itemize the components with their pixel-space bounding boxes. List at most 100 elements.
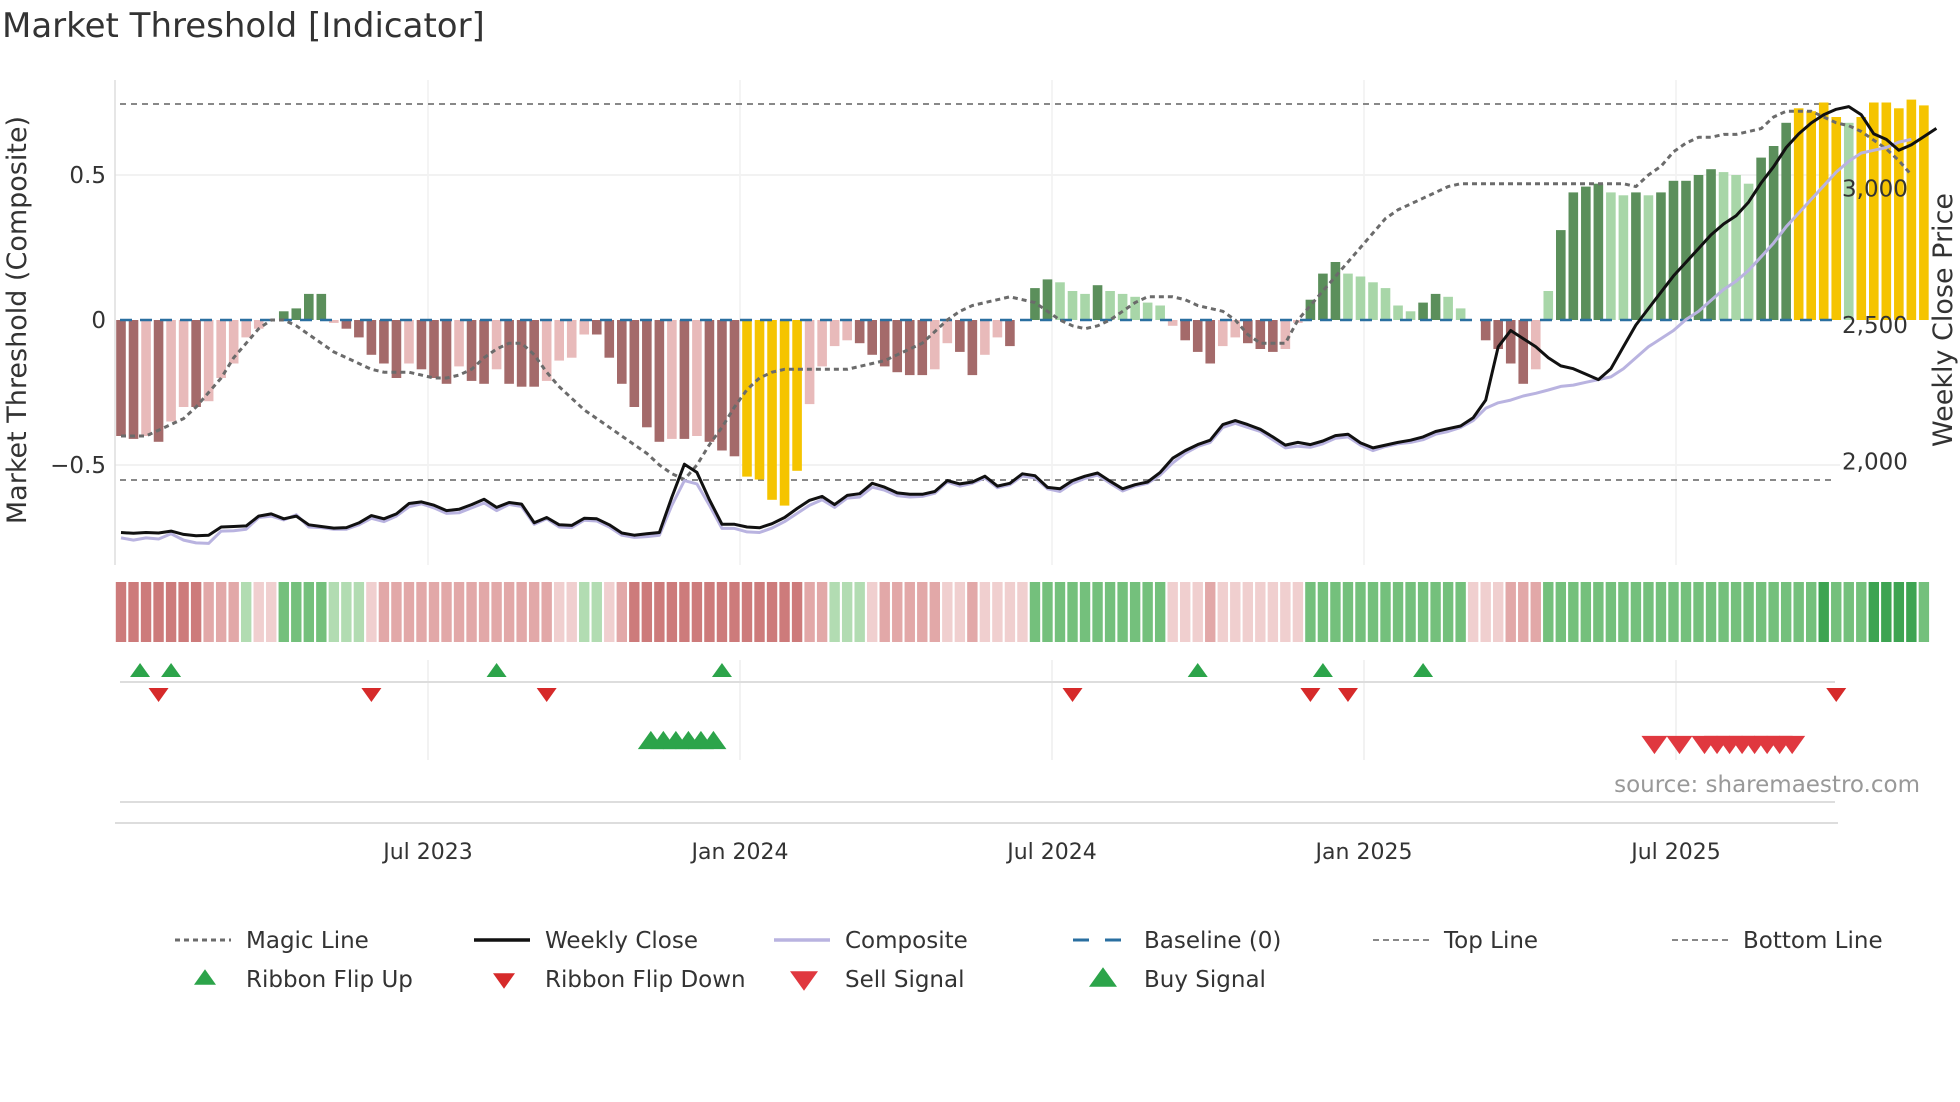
- composite-bar: [1255, 320, 1266, 349]
- composite-bar: [178, 320, 189, 407]
- composite-bar: [304, 293, 314, 320]
- composite-bar: [1393, 305, 1403, 320]
- ribbon-cell: [1743, 582, 1754, 642]
- ribbon-cell: [1029, 582, 1041, 642]
- composite-bar: [1656, 192, 1666, 320]
- ribbon-cell: [303, 582, 314, 642]
- ribbon-cell: [1129, 582, 1141, 642]
- ribbon-cell: [929, 582, 940, 642]
- ribbon-cell: [128, 582, 139, 642]
- ribbon-cell: [316, 582, 327, 642]
- ribbon-flip-down-marker: [148, 688, 169, 702]
- x-tick-label: Jan 2024: [690, 840, 789, 865]
- composite-bar: [191, 320, 201, 407]
- ribbon-cell: [679, 582, 690, 642]
- ribbon-cell: [629, 582, 640, 642]
- ribbon-cell: [503, 582, 515, 642]
- composite-bar: [817, 320, 827, 367]
- right-tick-label: 3,000: [1842, 177, 1908, 203]
- composite-bar: [1493, 320, 1503, 349]
- ribbon-cell: [1630, 582, 1642, 642]
- ribbon-cell: [666, 582, 678, 642]
- ribbon-cell: [979, 582, 991, 642]
- ribbon-flip-up-marker: [161, 663, 182, 677]
- ribbon-cell: [253, 582, 264, 642]
- ribbon-cell: [867, 582, 878, 642]
- ribbon-cell: [466, 582, 477, 642]
- legend-sell-signal-swatch: [790, 971, 818, 991]
- ribbon-cell: [1317, 582, 1329, 642]
- composite-bar: [717, 320, 727, 451]
- legend-label: Ribbon Flip Up: [246, 967, 413, 993]
- ribbon-cell: [892, 582, 903, 642]
- composite-bar: [1606, 192, 1616, 320]
- ribbon-cell: [1806, 582, 1817, 642]
- ribbon-cell: [1843, 582, 1854, 642]
- composite-bar: [667, 320, 677, 439]
- ribbon-cell: [1918, 582, 1930, 642]
- ribbon-cell: [1342, 582, 1354, 642]
- ribbon-cell: [1004, 582, 1016, 642]
- composite-bar: [1217, 320, 1228, 347]
- sell-signal-marker: [1641, 735, 1668, 755]
- composite-bar: [1418, 302, 1428, 320]
- composite-bar: [566, 320, 577, 358]
- composite-bar: [1167, 320, 1178, 326]
- composite-bar: [1856, 117, 1867, 320]
- composite-bar: [1305, 299, 1316, 320]
- ribbon-cell: [1856, 582, 1867, 642]
- ribbon-cell: [1618, 582, 1629, 642]
- composite-bar: [1343, 273, 1353, 320]
- ribbon-cell: [1079, 582, 1091, 642]
- composite-bar: [955, 320, 965, 352]
- ribbon-cell: [816, 582, 828, 642]
- ribbon-cell: [1655, 582, 1667, 642]
- composite-bar: [166, 320, 176, 422]
- composite-bar: [1243, 320, 1253, 344]
- ribbon-cell: [266, 582, 277, 642]
- composite-bar: [992, 320, 1003, 338]
- ribbon-cell: [1430, 582, 1441, 642]
- ribbon-flip-down-marker: [1062, 688, 1083, 702]
- composite-bar: [904, 320, 915, 376]
- ribbon-cell: [178, 582, 189, 642]
- composite-bar: [1718, 172, 1729, 320]
- composite-bar: [1881, 102, 1892, 320]
- ribbon-cell: [1267, 582, 1279, 642]
- ribbon-cell: [1818, 582, 1829, 642]
- ribbon-cell: [1380, 582, 1391, 642]
- composite-bar: [967, 320, 978, 376]
- ribbon-cell: [579, 582, 590, 642]
- ribbon-cell: [1755, 582, 1767, 642]
- composite-bar: [1618, 195, 1629, 320]
- left-tick-label: 0.5: [69, 163, 106, 189]
- ribbon-cell: [1154, 582, 1166, 642]
- ribbon-cell: [1881, 582, 1892, 642]
- composite-bar: [241, 320, 251, 338]
- ribbon-cell: [829, 582, 840, 642]
- ribbon-cell: [241, 582, 252, 642]
- ribbon-cell: [917, 582, 928, 642]
- right-tick-label: 2,500: [1842, 313, 1908, 339]
- ribbon-cell: [1142, 582, 1153, 642]
- composite-bar: [554, 320, 564, 361]
- composite-bar: [767, 320, 777, 500]
- ribbon-cell: [215, 582, 227, 642]
- composite-bar: [942, 320, 953, 344]
- composite-bar: [1731, 175, 1741, 320]
- ribbon-cell: [528, 582, 540, 642]
- composite-bar: [116, 320, 126, 436]
- ribbon-cell: [1730, 582, 1742, 642]
- ribbon-flip-down-marker: [1337, 688, 1358, 702]
- composite-bar: [1430, 293, 1441, 320]
- composite-bar: [1530, 320, 1541, 370]
- ribbon-cell: [478, 582, 490, 642]
- ribbon-cell: [1042, 582, 1053, 642]
- ribbon-cell: [729, 582, 740, 642]
- ribbon-cell: [954, 582, 966, 642]
- ribbon-cell: [791, 582, 803, 642]
- composite-bar: [1355, 276, 1366, 320]
- composite-bar: [1543, 291, 1554, 320]
- composite-bar: [604, 320, 615, 358]
- ribbon-cell: [1793, 582, 1804, 642]
